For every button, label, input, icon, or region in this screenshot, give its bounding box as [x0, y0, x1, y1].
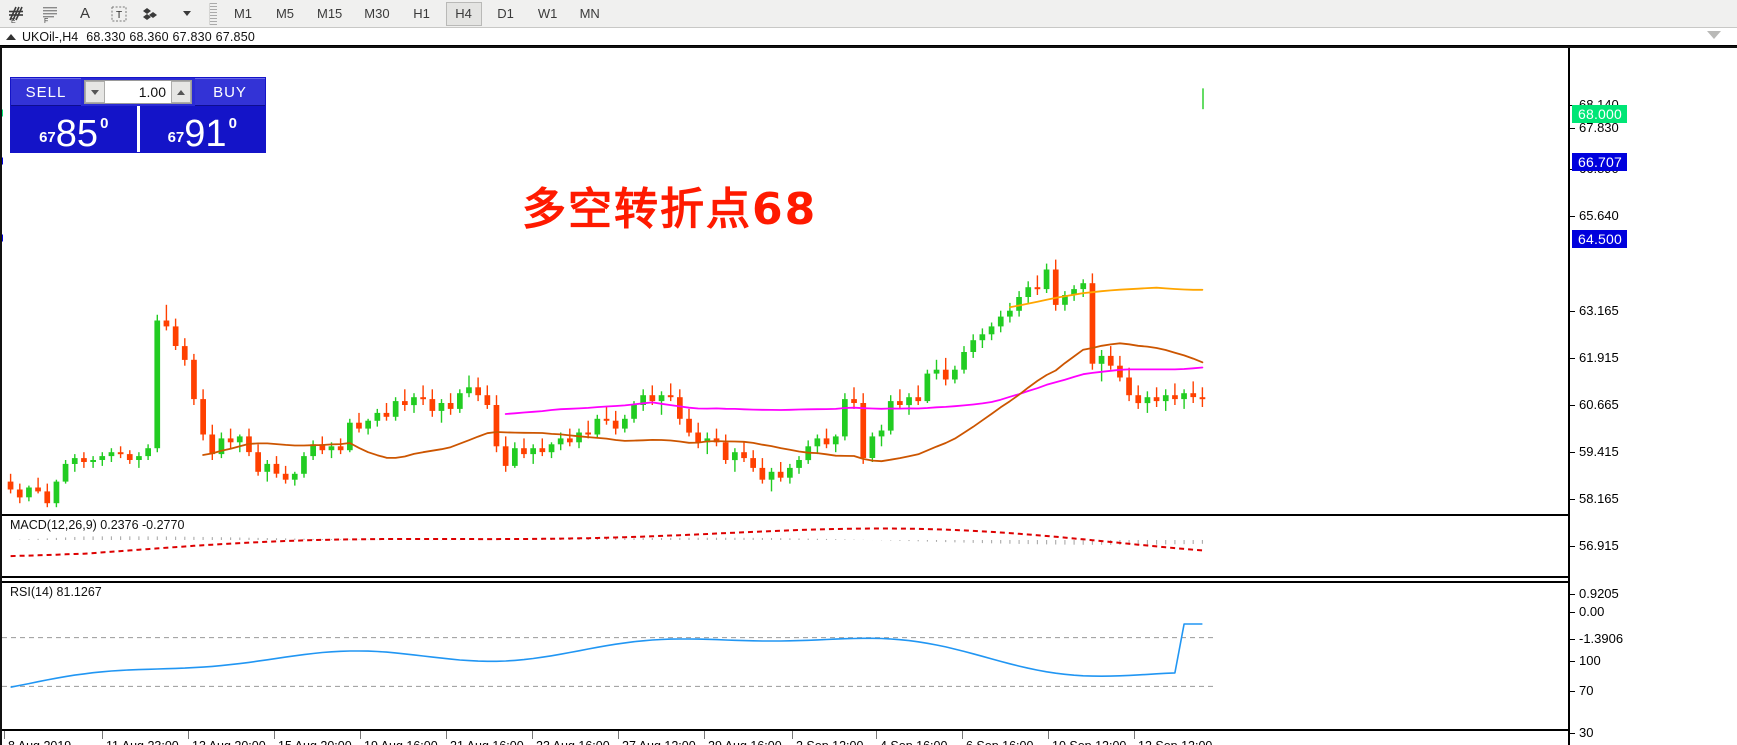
time-label: 13 Aug 20:00: [188, 731, 266, 745]
sell-price-pipette: 0: [100, 115, 109, 132]
time-label: 12 Sep 12:00: [1134, 731, 1212, 745]
objects-icon[interactable]: [136, 1, 170, 27]
rsi-scale-tick: 100: [1570, 653, 1601, 668]
time-label: 27 Aug 12:00: [618, 731, 696, 745]
buy-price-display[interactable]: 67 91 0: [136, 106, 265, 155]
indicators-icon[interactable]: E: [0, 1, 34, 27]
timeframe-h1[interactable]: H1: [413, 6, 430, 21]
time-axis[interactable]: 8 Aug 2019 11 Aug 23:00 13 Aug 20:00 15 …: [2, 729, 1568, 745]
price-tick: 56.915: [1570, 538, 1619, 553]
price-tick: 65.640: [1570, 208, 1619, 223]
sell-button[interactable]: SELL: [11, 78, 81, 106]
timeframe-h4[interactable]: H4: [445, 1, 482, 26]
volume-increase-icon[interactable]: [171, 81, 191, 103]
toolbar-separator: [209, 2, 217, 25]
rsi-label: RSI(14) 81.1267: [8, 585, 104, 599]
timeframe-d1[interactable]: D1: [497, 6, 514, 21]
timeframe-m1[interactable]: M1: [233, 6, 253, 21]
chart-toolbar: E F A T: [0, 0, 1737, 28]
sell-price-main: 85: [55, 112, 99, 155]
symbol-name: UKOil-,H4: [22, 30, 79, 44]
volume-decrease-icon[interactable]: [85, 81, 105, 103]
time-label: 21 Aug 16:00: [446, 731, 524, 745]
svg-text:E: E: [11, 18, 16, 24]
buy-price-pipette: 0: [228, 115, 237, 132]
price-tick: 59.415: [1570, 444, 1619, 459]
symbol-ohlc: 68.330 68.360 67.830 67.850: [86, 30, 256, 44]
timeframe-m5[interactable]: M5: [275, 6, 295, 21]
macd-scale-tick: 0.00: [1570, 604, 1604, 619]
svg-text:F: F: [44, 18, 48, 24]
time-label: 29 Aug 16:00: [704, 731, 782, 745]
buy-price-main: 91: [184, 112, 227, 155]
sell-price-prefix: 67: [39, 129, 56, 146]
rsi-plot: [2, 623, 1213, 688]
text-icon[interactable]: A: [79, 5, 90, 22]
price-tick: 63.165: [1570, 303, 1619, 318]
timeframe-m30[interactable]: M30: [364, 6, 390, 21]
volume-stepper[interactable]: 1.00: [84, 80, 192, 104]
time-label: 23 Aug 16:00: [532, 731, 610, 745]
grid-icon[interactable]: F: [34, 1, 68, 27]
timeframe-m15[interactable]: M15: [317, 6, 343, 21]
time-label: 11 Aug 23:00: [102, 731, 179, 745]
macd-scale-tick: -1.3906: [1570, 631, 1623, 646]
chevron-down-icon[interactable]: [170, 1, 204, 27]
rsi-scale-tick: 70: [1570, 683, 1593, 698]
time-label: 8 Aug 2019: [4, 731, 71, 745]
buy-price-prefix: 67: [167, 129, 185, 146]
chart-window: UKOil-,H4 68.330 68.360 67.830 67.850: [0, 29, 1737, 745]
one-click-trading-panel[interactable]: SELL 1.00 BUY 67 85 0 67 91 0: [10, 77, 266, 153]
oct-controls-row: SELL 1.00 BUY: [11, 78, 265, 106]
hline-66707-label[interactable]: 66.707: [1572, 153, 1628, 171]
price-plot: [7, 88, 1206, 508]
bid-line-label[interactable]: 68.000: [1572, 105, 1628, 123]
oct-prices-row: 67 85 0 67 91 0: [11, 106, 265, 155]
macd-scale-tick: 0.9205: [1570, 586, 1619, 601]
price-tick: 67.830: [1570, 120, 1619, 135]
macd-label: MACD(12,26,9) 0.2376 -0.2770: [8, 518, 187, 532]
hline-64500-label[interactable]: 64.500: [1572, 230, 1628, 248]
volume-input[interactable]: 1.00: [138, 84, 166, 100]
collapse-triangle-icon[interactable]: [6, 34, 16, 40]
chart-text-annotation[interactable]: 多空转折点68: [522, 184, 818, 235]
time-label: 6 Sep 16:00: [962, 731, 1033, 745]
time-label: 4 Sep 16:00: [876, 731, 947, 745]
macd-plot: [10, 527, 1203, 558]
time-label: 19 Aug 16:00: [360, 731, 438, 745]
rsi-scale-tick: 30: [1570, 725, 1593, 740]
time-label: 2 Sep 12:00: [792, 731, 863, 745]
rsi-pane[interactable]: RSI(14) 81.1267: [2, 581, 1568, 729]
symbol-info-bar: UKOil-,H4 68.330 68.360 67.830 67.850: [0, 29, 1737, 46]
price-tick: 61.915: [1570, 350, 1619, 365]
price-scale[interactable]: 68.140 67.830 66.890 65.640 63.165 61.91…: [1568, 48, 1737, 745]
macd-pane[interactable]: MACD(12,26,9) 0.2376 -0.2770: [2, 514, 1568, 578]
sell-price-display[interactable]: 67 85 0: [11, 106, 137, 155]
svg-text:T: T: [116, 10, 122, 21]
buy-button[interactable]: BUY: [195, 78, 265, 106]
text-label-icon[interactable]: T: [102, 1, 136, 27]
price-tick: 58.165: [1570, 491, 1619, 506]
timeframe-mn[interactable]: MN: [579, 6, 600, 21]
time-label: 15 Aug 20:00: [274, 731, 352, 745]
price-tick: 60.665: [1570, 397, 1619, 412]
scroll-indicator-icon[interactable]: [1707, 31, 1721, 39]
time-label: 10 Sep 12:00: [1048, 731, 1126, 745]
timeframe-w1[interactable]: W1: [537, 6, 558, 21]
